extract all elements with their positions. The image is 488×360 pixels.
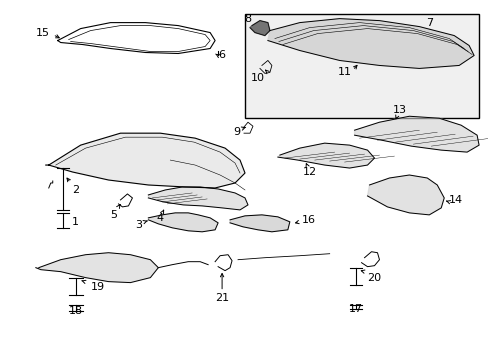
Text: 14: 14 bbox=[448, 195, 463, 205]
Text: 9: 9 bbox=[233, 127, 240, 137]
Text: 18: 18 bbox=[68, 306, 82, 316]
Text: 16: 16 bbox=[301, 215, 315, 225]
Polygon shape bbox=[148, 187, 247, 210]
Text: 11: 11 bbox=[337, 67, 351, 77]
Polygon shape bbox=[229, 215, 289, 232]
Text: 2: 2 bbox=[72, 185, 79, 195]
Polygon shape bbox=[354, 116, 478, 152]
Text: 15: 15 bbox=[36, 28, 50, 37]
Text: 1: 1 bbox=[72, 217, 79, 227]
Text: 8: 8 bbox=[244, 14, 251, 24]
Polygon shape bbox=[36, 253, 158, 283]
Text: 6: 6 bbox=[218, 50, 225, 60]
Text: 17: 17 bbox=[348, 305, 362, 315]
Text: 19: 19 bbox=[90, 282, 104, 292]
Text: 21: 21 bbox=[215, 293, 229, 302]
Text: 10: 10 bbox=[250, 73, 264, 84]
Polygon shape bbox=[249, 21, 269, 36]
Text: 12: 12 bbox=[302, 167, 316, 177]
Text: 7: 7 bbox=[425, 18, 432, 28]
Text: 13: 13 bbox=[391, 105, 406, 115]
Polygon shape bbox=[367, 175, 443, 215]
Text: 4: 4 bbox=[157, 213, 163, 223]
Polygon shape bbox=[277, 143, 374, 168]
Text: 3: 3 bbox=[135, 220, 142, 230]
Text: 20: 20 bbox=[367, 273, 381, 283]
Text: 5: 5 bbox=[110, 210, 117, 220]
Polygon shape bbox=[267, 19, 473, 68]
Polygon shape bbox=[148, 213, 218, 232]
Bar bbox=[244, 14, 478, 118]
Polygon shape bbox=[46, 133, 244, 188]
